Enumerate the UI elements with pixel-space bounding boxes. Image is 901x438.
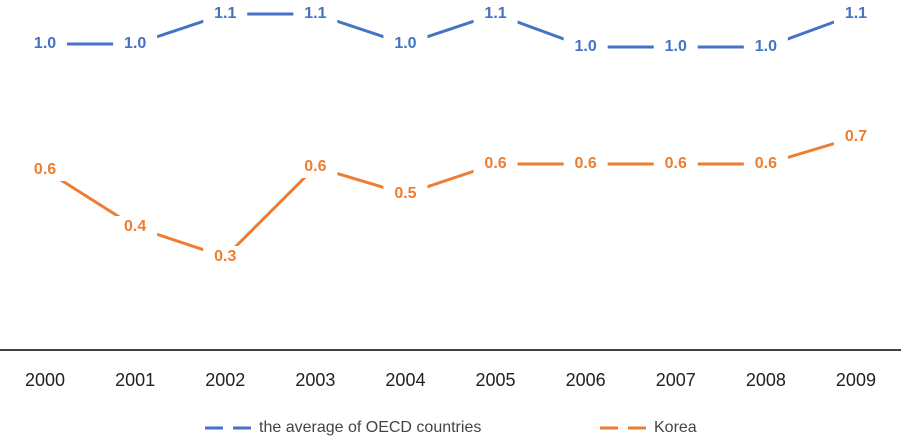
data-label: 0.4 (124, 218, 146, 235)
data-label: 1.1 (484, 5, 506, 22)
label-background (563, 153, 608, 175)
data-label: 0.6 (34, 161, 56, 178)
data-label: 1.0 (665, 38, 687, 55)
label-background (23, 159, 68, 181)
x-tick-label: 2003 (295, 370, 335, 390)
data-label: 0.6 (755, 155, 777, 172)
x-tick-label: 2005 (476, 370, 516, 390)
label-background (833, 3, 878, 25)
data-label: 0.6 (575, 155, 597, 172)
x-tick-label: 2009 (836, 370, 876, 390)
data-label: 0.3 (214, 248, 236, 265)
label-background (383, 33, 428, 55)
series-line (45, 12, 857, 49)
label-background (23, 33, 68, 55)
label-background (383, 183, 428, 205)
label-background (743, 153, 788, 175)
data-label: 1.1 (214, 5, 236, 22)
data-label: 1.1 (845, 5, 867, 22)
series-line (44, 135, 857, 259)
label-background (293, 3, 338, 25)
label-background (653, 153, 698, 175)
label-background (113, 33, 158, 55)
data-label: 1.1 (304, 5, 326, 22)
x-tick-label: 2004 (385, 370, 425, 390)
x-tick-label: 2006 (566, 370, 606, 390)
label-background (653, 36, 698, 58)
x-tick-label: 2000 (25, 370, 65, 390)
label-background (473, 3, 518, 25)
data-label: 0.7 (845, 128, 867, 145)
x-tick-label: 2007 (656, 370, 696, 390)
data-label: 0.6 (304, 158, 326, 175)
label-background (833, 126, 878, 148)
label-background (203, 3, 248, 25)
label-background (563, 36, 608, 58)
label-background (743, 36, 788, 58)
data-label: 1.0 (575, 38, 597, 55)
data-label: 0.6 (484, 155, 506, 172)
data-label: 1.0 (755, 38, 777, 55)
label-background (293, 156, 338, 178)
data-label: 1.0 (34, 35, 56, 52)
legend-label: the average of OECD countries (259, 419, 481, 436)
legend-label: Korea (654, 419, 697, 436)
label-background (203, 246, 248, 268)
label-background (113, 216, 158, 238)
x-tick-label: 2008 (746, 370, 786, 390)
data-label: 1.0 (394, 35, 416, 52)
data-label: 0.5 (394, 185, 416, 202)
data-label: 1.0 (124, 35, 146, 52)
label-background (473, 153, 518, 175)
data-label: 0.6 (665, 155, 687, 172)
x-tick-label: 2001 (115, 370, 155, 390)
x-tick-label: 2002 (205, 370, 245, 390)
